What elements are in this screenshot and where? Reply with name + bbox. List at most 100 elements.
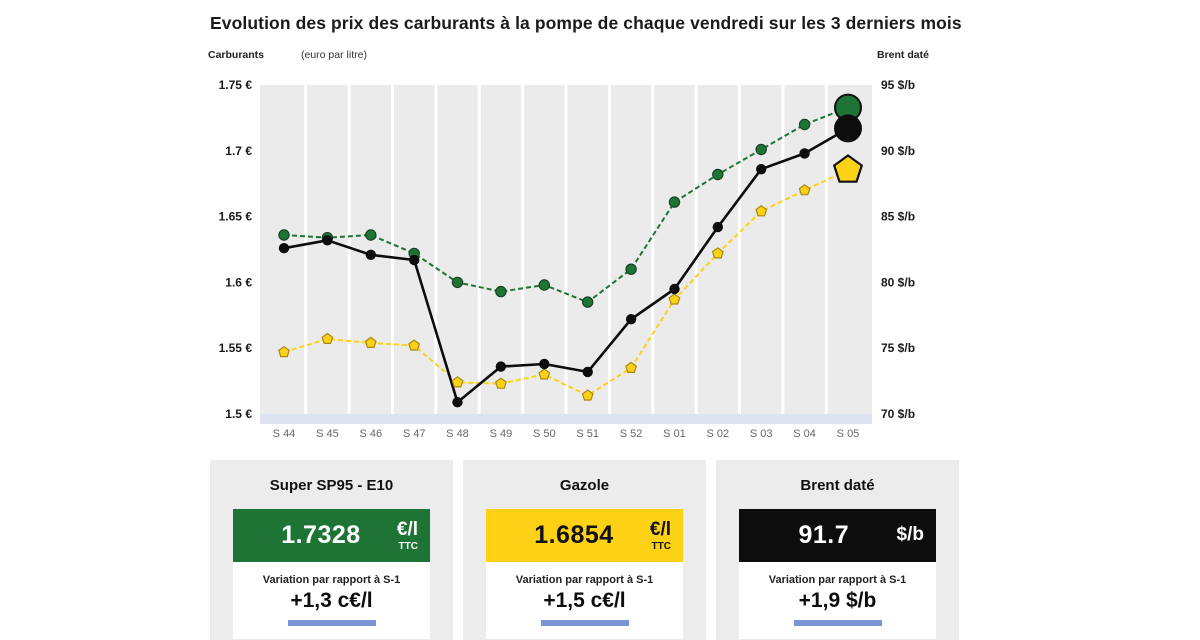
price-value: 1.7328 xyxy=(281,521,361,549)
left-axis-unit: (euro par litre) xyxy=(301,49,367,61)
series-line xyxy=(283,106,849,304)
category-label: S 44 xyxy=(273,428,296,440)
price-unit: $/b xyxy=(897,525,924,547)
variation-panel: Variation par rapport à S-1 +1,3 c€/l xyxy=(233,562,430,639)
category-label: S 01 xyxy=(663,428,686,440)
left-tick-label: 1.55 € xyxy=(219,341,253,355)
left-axis-title: Carburants xyxy=(208,49,265,61)
unit-sub: TTC xyxy=(398,540,418,552)
price-value: 91.7 xyxy=(798,521,850,549)
category-label: S 03 xyxy=(750,428,773,440)
variation-label: Variation par rapport à S-1 xyxy=(515,574,654,586)
data-point xyxy=(582,366,593,378)
price-unit: €/l TTC xyxy=(397,520,418,552)
data-point xyxy=(495,361,507,372)
left-tick-label: 1.65 € xyxy=(219,210,253,224)
right-tick-label: 90 $/b xyxy=(881,144,915,158)
data-point xyxy=(321,332,334,344)
data-point xyxy=(452,397,463,408)
unit-sub: TTC xyxy=(651,540,671,552)
data-point xyxy=(278,229,290,241)
card-action-bar xyxy=(793,620,882,626)
data-point xyxy=(495,285,507,298)
variation-value: +1,3 c€/l xyxy=(290,589,373,612)
card-brent-date: Brent daté 91.7 $/b Variation par rappor… xyxy=(716,460,959,640)
price-value-box: 1.7328 €/l TTC xyxy=(233,509,430,562)
data-point xyxy=(755,205,768,217)
right-tick-label: 85 $/b xyxy=(881,210,915,224)
data-point xyxy=(494,377,507,389)
unit-main: €/l xyxy=(396,518,418,540)
price-value: 1.6854 xyxy=(534,521,614,549)
data-point xyxy=(711,247,724,259)
data-point xyxy=(668,196,681,208)
left-tick-label: 1.5 € xyxy=(225,407,252,421)
data-point xyxy=(409,254,420,266)
right-tick-label: 70 $/b xyxy=(881,407,915,421)
data-point xyxy=(365,229,377,241)
card-action-bar xyxy=(540,620,629,626)
category-label: S 50 xyxy=(533,428,556,440)
data-point xyxy=(669,283,680,295)
data-point xyxy=(451,376,464,388)
variation-label: Variation par rapport à S-1 xyxy=(768,574,907,586)
category-label: S 51 xyxy=(576,428,599,440)
data-point xyxy=(798,184,811,196)
variation-value: +1,5 c€/l xyxy=(543,589,626,612)
category-label: S 02 xyxy=(706,428,729,440)
series-line xyxy=(283,169,849,397)
data-point xyxy=(668,293,681,305)
unit-main: €/l xyxy=(649,518,671,540)
data-point xyxy=(278,243,290,254)
data-point xyxy=(798,118,811,131)
right-tick-label: 95 $/b xyxy=(881,78,915,92)
series-line xyxy=(283,127,849,404)
data-point xyxy=(451,276,464,289)
right-axis-title: Brent daté xyxy=(877,49,929,61)
card-title: Gazole xyxy=(559,477,610,494)
variation-label: Variation par rapport à S-1 xyxy=(262,574,401,586)
end-marker xyxy=(834,114,862,143)
category-label: S 04 xyxy=(793,428,816,440)
card-action-bar xyxy=(287,620,376,626)
left-tick-label: 1.6 € xyxy=(225,275,252,289)
left-tick-label: 1.7 € xyxy=(225,144,252,158)
card-gazole: Gazole 1.6854 €/l TTC Variation par rapp… xyxy=(463,460,706,640)
data-point xyxy=(538,368,551,380)
data-point xyxy=(755,143,767,156)
data-point xyxy=(712,221,723,233)
category-label: S 46 xyxy=(359,428,382,440)
plot-baseline-strip xyxy=(260,414,872,424)
right-tick-label: 75 $/b xyxy=(881,341,915,355)
data-point xyxy=(365,249,376,260)
data-point xyxy=(581,389,594,401)
category-label: S 47 xyxy=(403,428,426,440)
page-title: Evolution des prix des carburants à la p… xyxy=(210,13,962,33)
data-point xyxy=(539,358,550,370)
data-point xyxy=(364,336,377,348)
category-label: S 49 xyxy=(490,428,513,440)
data-point xyxy=(625,361,638,373)
data-point xyxy=(408,339,421,351)
category-label: S 05 xyxy=(837,428,860,440)
right-tick-label: 80 $/b xyxy=(881,275,915,289)
price-chart-svg: 1.75 € 1.7 € 1.65 € 1.6 € 1.55 € 1.5 € 95 $/b 9… xyxy=(219,78,915,440)
card-title: Brent daté xyxy=(800,477,875,494)
unit-main: $/b xyxy=(896,523,924,545)
data-point xyxy=(538,279,550,291)
data-point xyxy=(756,164,767,175)
end-marker xyxy=(832,154,864,183)
category-label: S 52 xyxy=(620,428,643,440)
card-super-sp95: Super SP95 - E10 1.7328 €/l TTC Variatio… xyxy=(210,460,453,640)
price-chart: 1.75 € 1.7 € 1.65 € 1.6 € 1.55 € 1.5 € 95 $/b 9… xyxy=(205,75,965,455)
variation-value: +1,9 $/b xyxy=(798,589,877,612)
price-value-box: 1.6854 €/l TTC xyxy=(486,509,683,562)
price-unit: €/l TTC xyxy=(650,520,671,552)
data-point xyxy=(712,168,724,181)
variation-panel: Variation par rapport à S-1 +1,5 c€/l xyxy=(486,562,683,639)
data-point xyxy=(625,314,637,325)
card-title: Super SP95 - E10 xyxy=(269,477,394,494)
data-point xyxy=(278,345,290,358)
data-point xyxy=(322,235,333,246)
data-point xyxy=(625,263,637,275)
